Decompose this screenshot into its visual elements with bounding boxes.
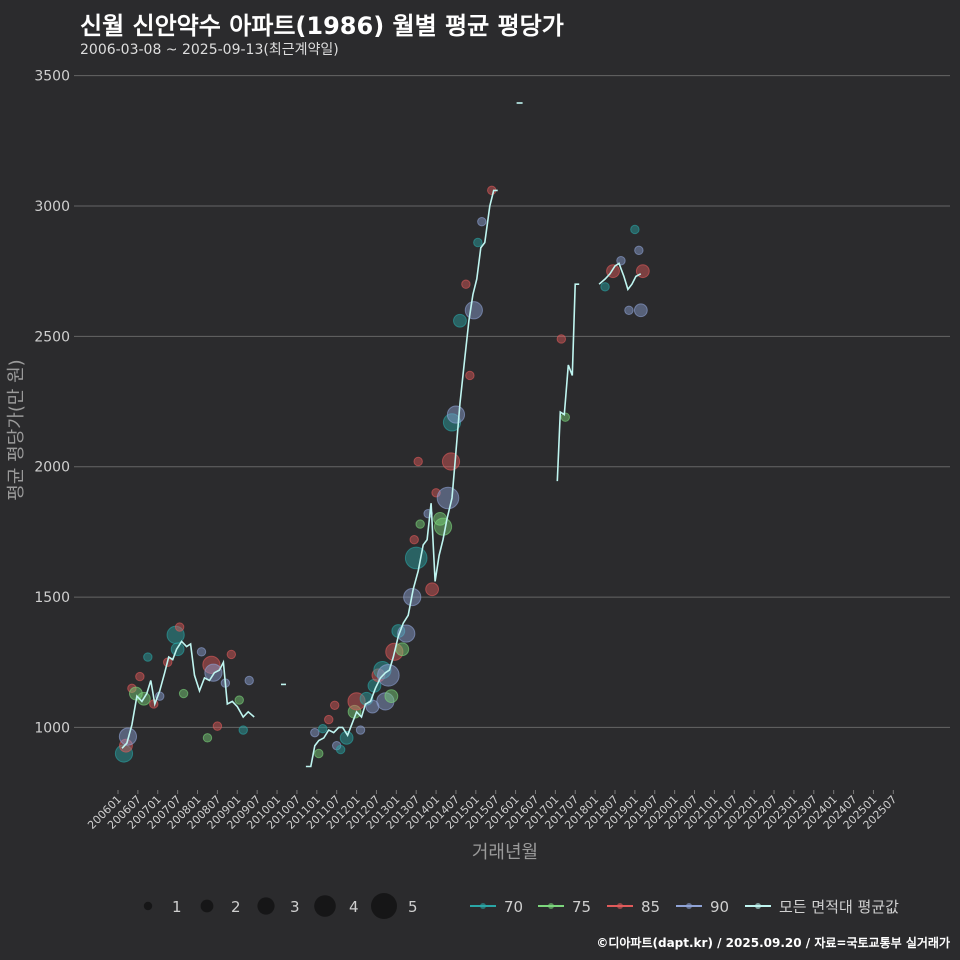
- data-point: [135, 671, 145, 682]
- area-legend-label: 모든 면적대 평균값: [779, 898, 899, 916]
- data-point: [404, 546, 428, 570]
- data-point: [174, 622, 185, 632]
- data-point: [196, 647, 207, 657]
- data-point: [465, 370, 475, 381]
- data-point: [395, 642, 410, 657]
- chart-title: 신월 신안약수 아파트(1986) 월별 평균 평당가: [80, 12, 564, 40]
- y-tick-label: 2500: [34, 329, 70, 345]
- average-line-segment: [598, 262, 642, 292]
- data-point: [202, 733, 213, 743]
- data-point: [436, 486, 460, 510]
- data-point: [377, 663, 400, 687]
- data-point: [384, 689, 399, 704]
- area-legend-marker: [480, 903, 486, 909]
- data-point: [556, 334, 567, 344]
- size-legend-dot: [371, 893, 397, 919]
- area-legend-marker: [686, 903, 692, 909]
- data-point: [204, 663, 223, 682]
- data-point: [314, 748, 324, 759]
- area-legend-label: 70: [504, 898, 523, 916]
- data-point: [634, 245, 644, 256]
- chart-subtitle: 2006-03-08 ~ 2025-09-13(최근계약일): [80, 42, 339, 58]
- data-point: [413, 456, 423, 467]
- data-point: [226, 649, 237, 660]
- data-point: [310, 727, 320, 738]
- data-point: [244, 675, 254, 686]
- data-point: [234, 695, 244, 705]
- data-point: [473, 237, 483, 248]
- average-line-segment: [305, 189, 498, 768]
- gridlines: [74, 75, 950, 728]
- data-point: [633, 303, 648, 318]
- average-line-segment: [556, 283, 580, 482]
- data-point: [409, 535, 419, 545]
- area-legend-label: 85: [641, 898, 660, 916]
- area-legend: 70 75 85 90 모든 면적대 평균값: [470, 898, 899, 916]
- data-point: [453, 313, 467, 328]
- size-legend-label: 2: [231, 898, 241, 916]
- data-point: [178, 688, 189, 699]
- y-axis-label: 평균 평당가(만 원): [6, 359, 27, 500]
- data-point: [624, 305, 634, 315]
- size-legend-label: 3: [290, 898, 300, 916]
- y-tick-label: 2000: [34, 460, 70, 476]
- data-point: [324, 714, 334, 725]
- y-tick-label: 3000: [34, 199, 70, 215]
- data-point: [143, 652, 153, 662]
- source-credit: ©디아파트(dapt.kr) / 2025.09.20 / 자료=국토교통부 실…: [596, 936, 950, 950]
- data-point: [446, 405, 466, 424]
- data-point: [477, 216, 487, 227]
- data-point: [339, 730, 354, 745]
- data-point: [212, 721, 223, 731]
- size-legend: 1 2 3 4 5: [143, 893, 418, 919]
- area-legend-marker: [755, 903, 761, 909]
- y-tick-label: 1500: [34, 590, 70, 606]
- data-point: [433, 517, 453, 536]
- data-point: [425, 582, 440, 597]
- data-point: [170, 642, 185, 657]
- area-legend-marker: [617, 903, 623, 909]
- data-point: [630, 224, 640, 235]
- data-point: [119, 738, 133, 753]
- data-point: [415, 519, 425, 529]
- data-point: [355, 725, 366, 735]
- size-legend-label: 5: [408, 898, 418, 916]
- y-tick-labels: 1000 1500 2000 2500 3000 3500: [34, 69, 70, 737]
- data-point: [441, 452, 461, 471]
- size-legend-label: 1: [172, 898, 182, 916]
- size-legend-label: 4: [349, 898, 359, 916]
- data-point: [238, 725, 248, 735]
- y-tick-label: 1000: [34, 720, 70, 736]
- average-line-segment: [121, 640, 255, 749]
- data-point: [600, 282, 610, 292]
- data-point: [202, 655, 221, 674]
- data-point: [335, 744, 346, 755]
- area-legend-label: 75: [572, 898, 591, 916]
- y-tick-label: 3500: [34, 69, 70, 85]
- data-point: [114, 744, 134, 763]
- area-legend-marker: [548, 903, 554, 909]
- data-point: [329, 700, 340, 710]
- x-tick-labels: 2006012006072007012007072008012008072009…: [85, 790, 899, 832]
- size-legend-dot: [143, 901, 153, 911]
- data-point: [397, 624, 416, 643]
- data-point: [464, 301, 483, 320]
- average-line: [121, 102, 642, 768]
- data-point: [560, 412, 570, 422]
- data-point: [347, 692, 366, 711]
- size-legend-dot: [200, 899, 214, 913]
- x-axis-label: 거래년월: [472, 842, 538, 863]
- data-point: [431, 488, 441, 498]
- data-point: [461, 279, 471, 289]
- data-point: [318, 724, 328, 734]
- size-legend-dot: [257, 897, 275, 915]
- size-legend-dot: [314, 895, 336, 917]
- area-legend-label: 90: [710, 898, 729, 916]
- scatter-points: [114, 185, 650, 763]
